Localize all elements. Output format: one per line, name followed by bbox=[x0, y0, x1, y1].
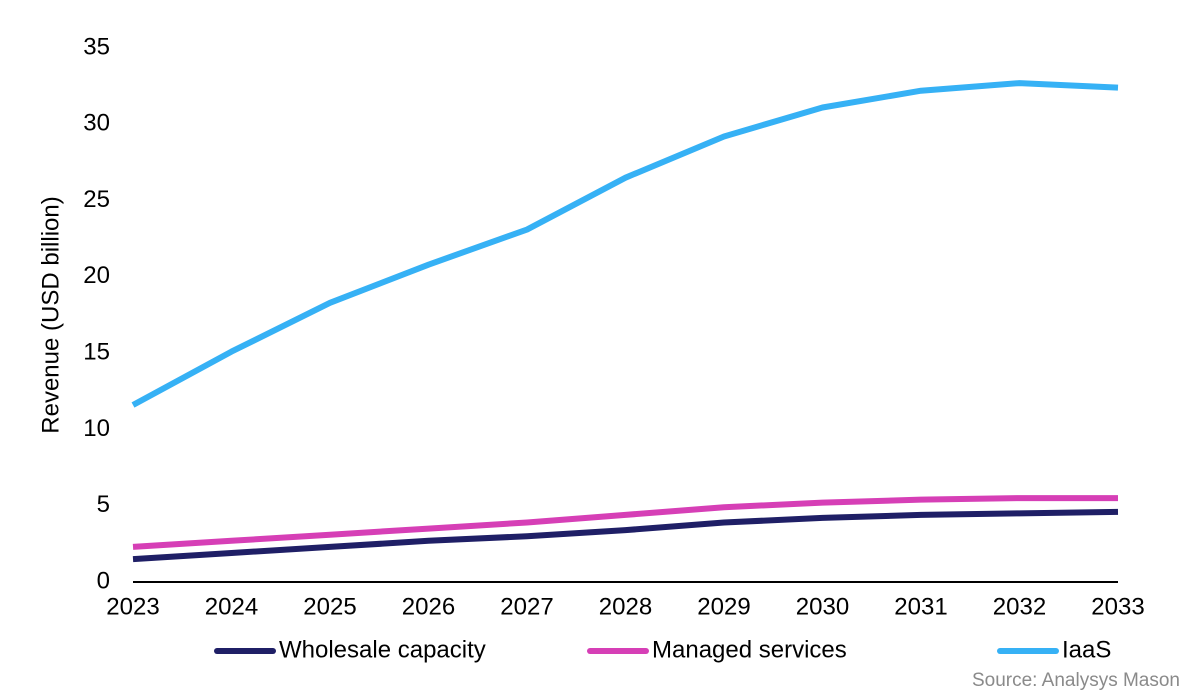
y-tick-label: 15 bbox=[83, 338, 110, 365]
legend-label: Managed services bbox=[652, 636, 847, 663]
x-tick-label: 2026 bbox=[402, 593, 455, 620]
y-tick-label: 10 bbox=[83, 415, 110, 442]
y-tick-label: 5 bbox=[97, 491, 110, 518]
x-tick-label: 2023 bbox=[106, 593, 159, 620]
y-tick-label: 25 bbox=[83, 186, 110, 213]
y-axis-label: Revenue (USD billion) bbox=[37, 196, 64, 433]
y-tick-label: 20 bbox=[83, 262, 110, 289]
x-tick-label: 2032 bbox=[993, 593, 1046, 620]
x-tick-label: 2027 bbox=[500, 593, 553, 620]
legend-label: Wholesale capacity bbox=[279, 636, 486, 663]
series-line bbox=[132, 495, 1118, 550]
x-tick-label: 2030 bbox=[796, 593, 849, 620]
x-tick-label: 2029 bbox=[697, 593, 750, 620]
x-tick-label: 2031 bbox=[894, 593, 947, 620]
x-tick-label: 2025 bbox=[303, 593, 356, 620]
series-line bbox=[131, 80, 1119, 408]
series-line bbox=[132, 508, 1119, 563]
y-tick-label: 35 bbox=[83, 33, 110, 60]
x-tick-label: 2028 bbox=[599, 593, 652, 620]
x-tick-label: 2024 bbox=[205, 593, 258, 620]
y-tick-label: 30 bbox=[83, 110, 110, 137]
x-tick-label: 2033 bbox=[1091, 593, 1144, 620]
legend-label: IaaS bbox=[1062, 636, 1111, 663]
source: Source: Analysys Mason bbox=[972, 670, 1180, 691]
y-tick-label: 0 bbox=[97, 567, 110, 594]
